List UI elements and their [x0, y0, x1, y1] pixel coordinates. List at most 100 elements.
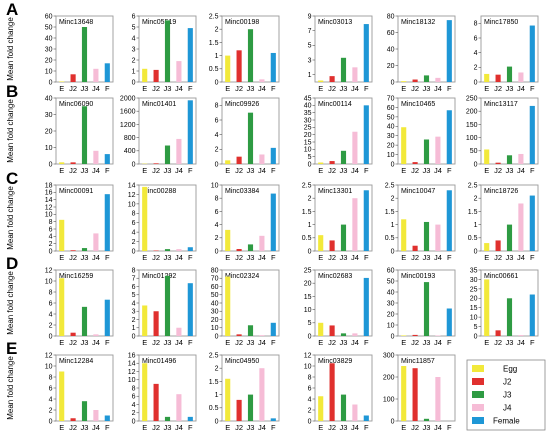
- x-tick-label-minc03384-j4: J4: [258, 253, 266, 262]
- bar-minc13648-j4: [93, 68, 99, 82]
- x-tick-label-minc16259-j3: J3: [81, 338, 89, 347]
- bar-minc09926-j4: [259, 154, 265, 164]
- y-tick-label-minc02683: 20: [304, 281, 312, 288]
- x-tick-label-minc18726-e: E: [484, 253, 489, 262]
- bar-minc05519-j3: [164, 20, 171, 82]
- bar-minc02683-j4: [352, 333, 358, 336]
- x-tick-label-minc04950-e: E: [225, 423, 230, 432]
- y-tick-label-minc00661: 5: [474, 324, 478, 331]
- bar-minc01496-j2: [153, 383, 159, 421]
- y-tick-label-minc18726: 0.5: [468, 235, 478, 242]
- y-tick-label-minc02324: 40: [211, 300, 219, 307]
- x-tick-label-minc10047-e: E: [401, 253, 406, 262]
- y-tick-label-minc12284: 6: [49, 385, 53, 392]
- bar-minc00198-j3: [247, 29, 254, 82]
- bar-minc00198-j2: [236, 50, 242, 82]
- y-tick-label-minc05519: 1: [132, 68, 136, 75]
- bar-minc10047-j3: [423, 221, 430, 251]
- x-tick-label-minc03013-f: F: [364, 84, 369, 93]
- legend-swatch-j3: [472, 391, 484, 398]
- bar-minc18726-f: [529, 195, 535, 251]
- y-tick-label-minc09926: 2: [215, 147, 219, 154]
- y-tick-label-minc03384: 10: [211, 182, 219, 189]
- y-tick-label-minc00288: 12: [128, 192, 136, 199]
- bar-minc01401-j4: [176, 138, 182, 164]
- y-tick-label-minc01496: 8: [132, 385, 136, 392]
- y-tick-label-minc18726: 1: [474, 222, 478, 229]
- y-tick-label-minc17850: 6: [474, 35, 478, 42]
- panel-minc12284: Minc12284 0 2 4 6 8 10 12 E J2 J3 J4 F: [45, 352, 114, 432]
- x-tick-label-minc02683-f: F: [364, 338, 369, 347]
- bar-minc10465-j2: [412, 162, 418, 164]
- bar-minc01292-j2: [153, 311, 159, 336]
- panel-title-minc18726: Minc18726: [484, 188, 518, 195]
- y-tick-label-minc03829: 6: [308, 385, 312, 392]
- bar-minc13648-j2: [70, 74, 76, 82]
- x-tick-label-minc17850-j4: J4: [517, 84, 525, 93]
- y-tick-label-minc00288: 10: [128, 201, 136, 208]
- x-tick-label-minc01292-e: E: [142, 338, 147, 347]
- panel-minc03013: Minc03013 1 3 5 7 9 E J2 J3 J4 F: [308, 13, 373, 93]
- bar-minc12284-j2: [70, 418, 76, 421]
- y-tick-label-minc10465: 10: [387, 152, 395, 159]
- x-tick-label-minc10465-j3: J3: [423, 166, 431, 175]
- y-tick-label-minc00091: 4: [49, 234, 53, 241]
- y-tick-label-minc01496: 4: [132, 402, 136, 409]
- panel-title-minc02683: Minc02683: [318, 273, 352, 280]
- panel-title-minc13648: Minc13648: [59, 19, 93, 26]
- y-tick-label-minc00091: 8: [49, 219, 53, 226]
- y-tick-label-minc00288: 0: [132, 248, 136, 255]
- y-tick-label-minc00091: 0: [49, 248, 53, 255]
- x-tick-label-minc12284-j4: J4: [92, 423, 100, 432]
- x-tick-label-minc05519-f: F: [188, 84, 193, 93]
- y-tick-label-minc03829: 10: [304, 363, 312, 370]
- x-tick-label-minc03384-j3: J3: [247, 253, 255, 262]
- bar-minc10465-j3: [423, 139, 430, 164]
- y-tick-label-minc05519: 5: [132, 24, 136, 31]
- y-tick-label-minc01496: 2: [132, 410, 136, 417]
- y-tick-label-minc05519: 2: [132, 57, 136, 64]
- bar-minc06090-j3: [81, 106, 88, 164]
- x-tick-label-minc16259-j2: J2: [69, 338, 77, 347]
- bar-minc10047-j2: [412, 245, 418, 251]
- x-tick-label-minc12284-f: F: [105, 423, 110, 432]
- y-tick-label-minc03384: 6: [215, 209, 219, 216]
- x-tick-label-minc09926-j4: J4: [258, 166, 266, 175]
- y-tick-label-minc10465: 70: [387, 95, 395, 102]
- panel-title-minc01401: Minc01401: [142, 101, 176, 108]
- panel-title-minc00661: Minc00661: [484, 273, 518, 280]
- bar-minc03384-e: [225, 229, 231, 251]
- bar-minc02683-f: [363, 277, 369, 336]
- y-tick-label-minc01292: 5: [132, 292, 136, 299]
- panel-title-minc03013: Minc03013: [318, 19, 352, 26]
- y-tick-label-minc13301: 0: [308, 248, 312, 255]
- y-tick-label-minc13648: 20: [45, 57, 53, 64]
- panel-title-minc00288: Minc00288: [142, 188, 176, 195]
- y-tick-label-minc01401: 2000: [120, 95, 136, 102]
- x-tick-label-minc13301-j3: J3: [340, 253, 348, 262]
- bar-minc13301-f: [363, 190, 369, 251]
- y-tick-label-minc11857: 200: [383, 374, 395, 381]
- x-tick-label-minc01496-f: F: [188, 423, 193, 432]
- x-tick-label-minc05519-j4: J4: [175, 84, 183, 93]
- y-tick-label-minc00661: 20: [470, 296, 478, 303]
- x-tick-label-minc00114-f: F: [364, 166, 369, 175]
- y-tick-label-minc12284: 10: [45, 363, 53, 370]
- bar-minc12284-e: [59, 371, 65, 421]
- panel-title-minc03829: Minc03829: [318, 358, 352, 365]
- y-tick-label-minc10465: 60: [387, 105, 395, 112]
- y-tick-label-minc11857: 100: [383, 396, 395, 403]
- x-tick-label-minc04950-j2: J2: [235, 423, 243, 432]
- bar-minc00193-f: [446, 308, 452, 336]
- panel-title-minc05519: Minc05519: [142, 19, 176, 26]
- x-tick-label-minc01401-j4: J4: [175, 166, 183, 175]
- bar-minc05519-j2: [153, 69, 159, 82]
- y-tick-label-minc00193: 0: [391, 333, 395, 340]
- panel-title-minc06090: Minc06090: [59, 101, 93, 108]
- x-tick-label-minc05519-j2: J2: [152, 84, 160, 93]
- x-tick-label-minc03384-j2: J2: [235, 253, 243, 262]
- x-tick-label-minc10047-j2: J2: [411, 253, 419, 262]
- x-tick-label-minc17850-j2: J2: [494, 84, 502, 93]
